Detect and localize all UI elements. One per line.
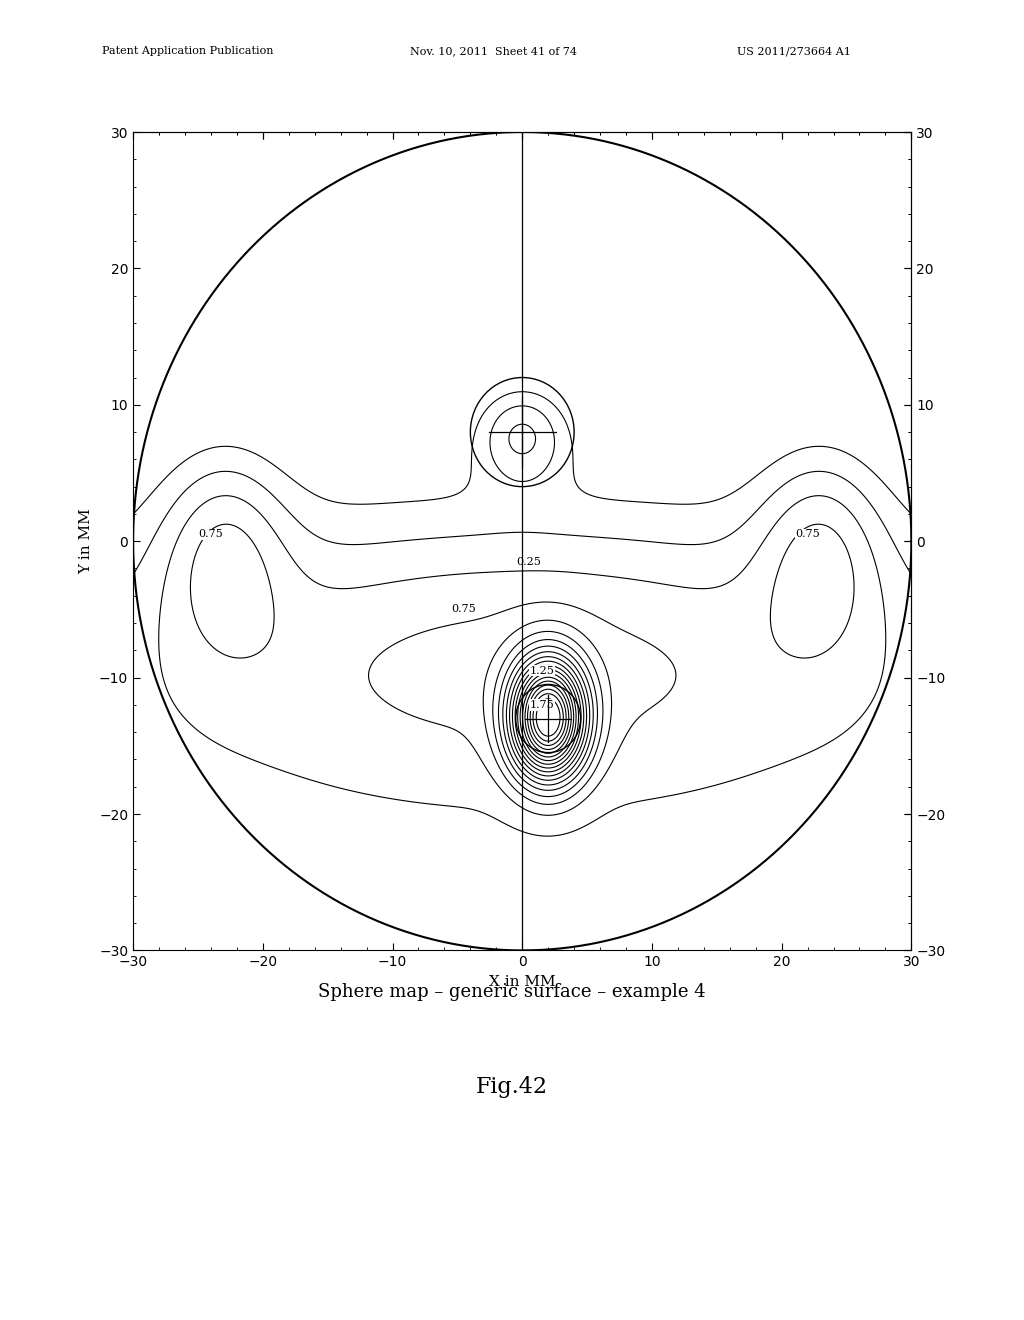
Text: Fig.42: Fig.42: [476, 1076, 548, 1098]
Y-axis label: Y in MM: Y in MM: [80, 508, 93, 574]
Text: Nov. 10, 2011  Sheet 41 of 74: Nov. 10, 2011 Sheet 41 of 74: [410, 46, 577, 57]
Text: 0.75: 0.75: [199, 529, 223, 540]
X-axis label: X in MM: X in MM: [488, 974, 556, 989]
Text: Sphere map – generic surface – example 4: Sphere map – generic surface – example 4: [318, 983, 706, 1002]
Text: US 2011/273664 A1: US 2011/273664 A1: [737, 46, 851, 57]
Text: 0.75: 0.75: [452, 605, 476, 614]
Text: 1.25: 1.25: [529, 665, 554, 676]
Text: 0.75: 0.75: [796, 529, 820, 540]
Text: Patent Application Publication: Patent Application Publication: [102, 46, 273, 57]
Text: 0.25: 0.25: [516, 557, 541, 566]
Text: 1.75: 1.75: [529, 700, 554, 710]
